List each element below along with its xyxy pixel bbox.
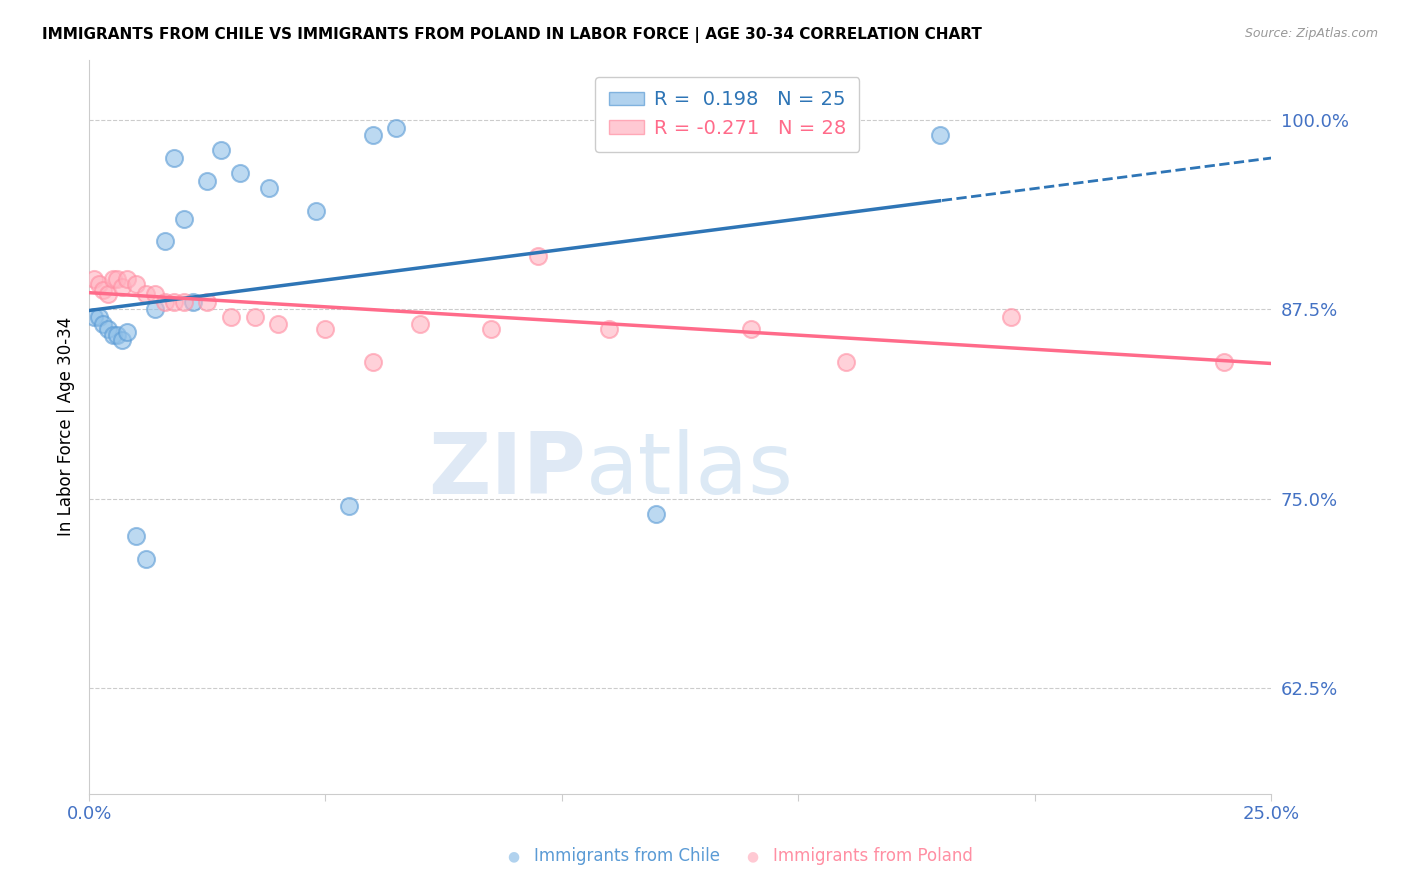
- Point: [83, 272, 105, 286]
- Point: [314, 322, 336, 336]
- Point: [479, 322, 502, 336]
- Point: [91, 318, 114, 332]
- Text: Source: ZipAtlas.com: Source: ZipAtlas.com: [1244, 27, 1378, 40]
- Point: [87, 310, 110, 324]
- Point: [115, 325, 138, 339]
- Point: [337, 499, 360, 513]
- Text: IMMIGRANTS FROM CHILE VS IMMIGRANTS FROM POLAND IN LABOR FORCE | AGE 30-34 CORRE: IMMIGRANTS FROM CHILE VS IMMIGRANTS FROM…: [42, 27, 981, 43]
- Point: [107, 328, 129, 343]
- Point: [527, 249, 550, 263]
- Legend: R =  0.198   N = 25, R = -0.271   N = 28: R = 0.198 N = 25, R = -0.271 N = 28: [595, 77, 859, 152]
- Point: [267, 318, 290, 332]
- Point: [163, 294, 186, 309]
- Point: [97, 287, 120, 301]
- Point: [219, 310, 242, 324]
- Text: ●: ●: [508, 849, 519, 863]
- Point: [135, 287, 157, 301]
- Point: [834, 355, 856, 369]
- Point: [101, 328, 124, 343]
- Point: [115, 272, 138, 286]
- Point: [173, 211, 195, 226]
- Point: [409, 318, 432, 332]
- Point: [143, 287, 166, 301]
- Point: [153, 294, 176, 309]
- Point: [107, 272, 129, 286]
- Point: [163, 151, 186, 165]
- Point: [91, 283, 114, 297]
- Point: [143, 302, 166, 317]
- Point: [111, 279, 134, 293]
- Point: [153, 234, 176, 248]
- Point: [101, 272, 124, 286]
- Text: ●: ●: [747, 849, 758, 863]
- Point: [195, 294, 218, 309]
- Point: [645, 507, 668, 521]
- Point: [257, 181, 280, 195]
- Y-axis label: In Labor Force | Age 30-34: In Labor Force | Age 30-34: [58, 317, 75, 536]
- Point: [361, 355, 384, 369]
- Point: [243, 310, 266, 324]
- Point: [181, 294, 204, 309]
- Point: [598, 322, 620, 336]
- Point: [929, 128, 952, 143]
- Text: atlas: atlas: [585, 429, 793, 512]
- Point: [97, 322, 120, 336]
- Point: [740, 322, 762, 336]
- Point: [229, 166, 252, 180]
- Point: [361, 128, 384, 143]
- Point: [1212, 355, 1234, 369]
- Point: [1000, 310, 1022, 324]
- Point: [87, 277, 110, 291]
- Point: [211, 144, 233, 158]
- Point: [83, 310, 105, 324]
- Text: ZIP: ZIP: [427, 429, 585, 512]
- Point: [111, 333, 134, 347]
- Point: [305, 203, 328, 218]
- Point: [125, 529, 148, 543]
- Point: [385, 120, 408, 135]
- Point: [173, 294, 195, 309]
- Point: [135, 552, 157, 566]
- Point: [195, 174, 218, 188]
- Point: [125, 277, 148, 291]
- Text: Immigrants from Chile: Immigrants from Chile: [534, 847, 720, 865]
- Text: Immigrants from Poland: Immigrants from Poland: [773, 847, 973, 865]
